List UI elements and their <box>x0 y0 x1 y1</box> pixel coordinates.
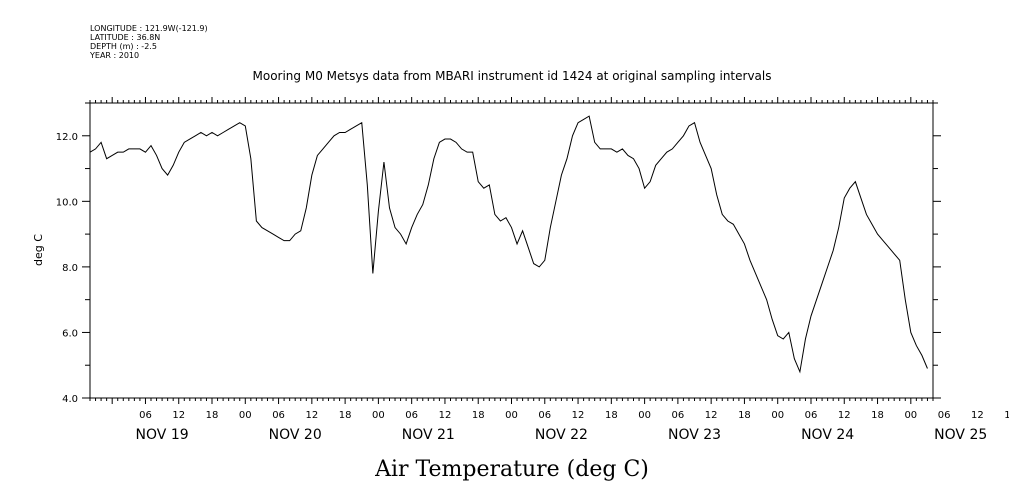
hour-tick-label: 06 <box>405 410 418 421</box>
hour-tick-label: 18 <box>871 410 884 421</box>
series-line-air-temperature <box>89 115 928 374</box>
hour-tick-label: 06 <box>938 410 951 421</box>
y-tick-label: 10.0 <box>56 197 78 208</box>
hour-tick-label: 06 <box>272 410 285 421</box>
hour-tick-label: 12 <box>305 410 318 421</box>
hour-tick-label: 06 <box>139 410 152 421</box>
hour-tick-label: 18 <box>1004 410 1009 421</box>
day-label: NOV 24 <box>801 427 854 443</box>
hour-tick-label: 18 <box>472 410 485 421</box>
hour-tick-label: 12 <box>971 410 984 421</box>
hour-tick-label: 00 <box>771 410 784 421</box>
day-label: NOV 21 <box>402 427 455 443</box>
day-label: NOV 23 <box>668 427 721 443</box>
hour-tick-label: 00 <box>372 410 385 421</box>
hour-tick-label: 06 <box>538 410 551 421</box>
y-tick-label: 6.0 <box>62 328 78 339</box>
day-label: NOV 22 <box>535 427 588 443</box>
metadata-block: LONGITUDE : 121.9W(-121.9) LATITUDE : 36… <box>89 24 208 60</box>
y-axis-labels: 4.0 6.0 8.0 10.0 12.0 <box>56 132 78 405</box>
plot-frame <box>89 102 934 399</box>
hour-tick-label: 18 <box>339 410 352 421</box>
x-axis-title: Air Temperature (deg C) <box>374 457 649 482</box>
y-tick-label: 8.0 <box>62 263 78 274</box>
hour-tick-label: 12 <box>838 410 851 421</box>
day-label: NOV 19 <box>136 427 189 443</box>
chart-title: Mooring M0 Metsys data from MBARI instru… <box>253 69 772 83</box>
hour-tick-label: 18 <box>605 410 618 421</box>
y-axis-label: deg C <box>32 234 45 266</box>
day-label: NOV 25 <box>934 427 987 443</box>
hour-tick-label: 12 <box>705 410 718 421</box>
day-labels: NOV 19 NOV 20 NOV 21 NOV 22 NOV 23 NOV 24 NOV … <box>136 427 988 443</box>
hour-tick-label: 12 <box>572 410 585 421</box>
hour-tick-label: 18 <box>206 410 219 421</box>
hour-tick-label: 00 <box>239 410 252 421</box>
hour-tick-label: 00 <box>505 410 518 421</box>
hour-tick-label: 12 <box>439 410 452 421</box>
meta-year: YEAR : 2010 <box>89 51 139 60</box>
hour-tick-label: 00 <box>904 410 917 421</box>
meta-depth: DEPTH (m) : -2.5 <box>90 42 157 51</box>
hour-tick-label: 18 <box>738 410 751 421</box>
hour-tick-label: 12 <box>172 410 185 421</box>
day-label: NOV 20 <box>269 427 322 443</box>
hour-tick-label: 06 <box>805 410 818 421</box>
meta-longitude: LONGITUDE : 121.9W(-121.9) <box>90 24 208 33</box>
axis-ticks <box>82 97 941 404</box>
y-tick-label: 4.0 <box>62 394 78 405</box>
hour-tick-label: 00 <box>638 410 651 421</box>
hour-tick-label: 06 <box>672 410 685 421</box>
y-tick-label: 12.0 <box>56 132 78 143</box>
hour-tick-labels: 06 12 18 00 06 12 18 00 06 12 18 00 06 12 18 00 06 12 18 00… <box>139 410 1009 421</box>
meta-latitude: LATITUDE : 36.8N <box>90 33 160 42</box>
